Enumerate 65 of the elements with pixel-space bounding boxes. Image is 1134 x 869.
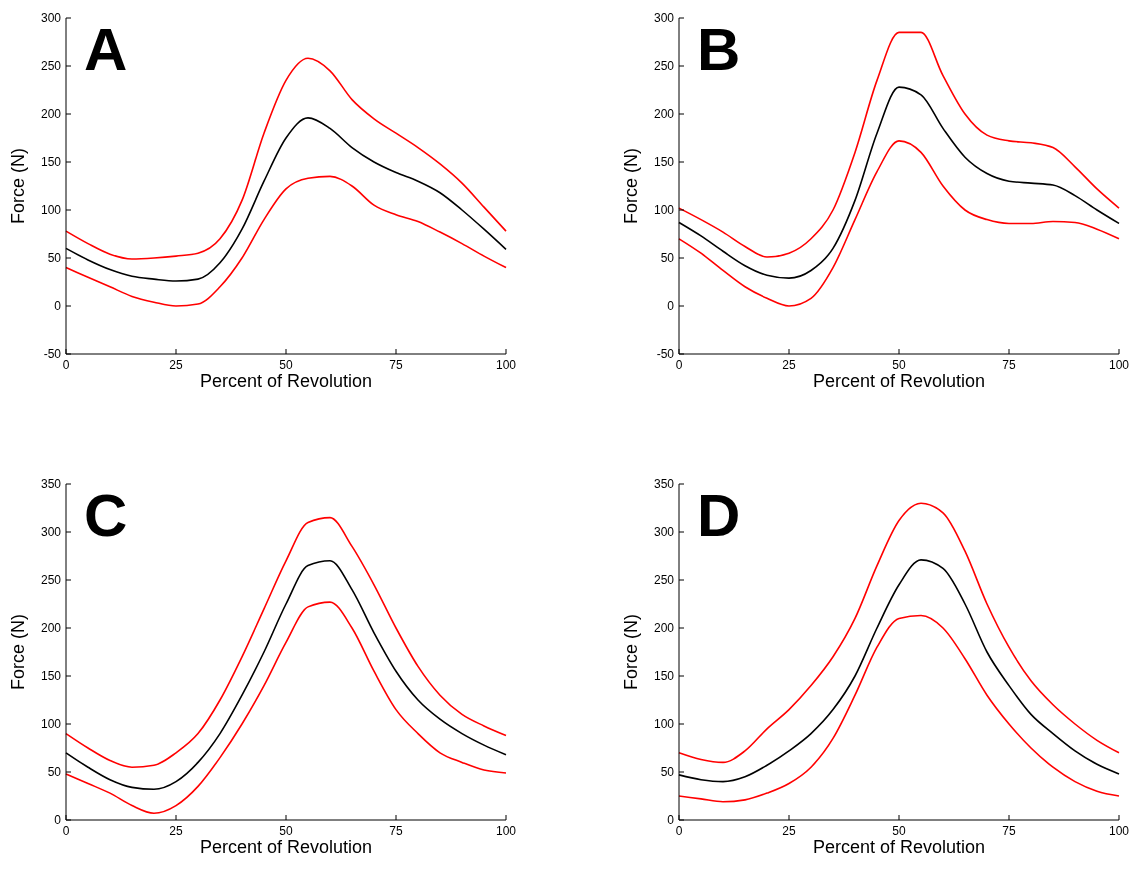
y-tick-label: 250: [653, 573, 675, 588]
y-tick-label: 200: [653, 621, 675, 636]
y-tick-label: 150: [40, 155, 62, 170]
x-tick-label: 75: [389, 358, 403, 372]
line-series: [65, 175, 507, 307]
y-tick-label: 250: [40, 573, 62, 588]
y-tick-label: 50: [660, 765, 675, 780]
chart-title: B: [697, 16, 741, 83]
line-series: [678, 614, 1120, 803]
y-tick-label: 0: [667, 299, 675, 314]
x-axis-title: Percent of Revolution: [199, 837, 373, 857]
y-tick-label: 100: [653, 203, 675, 218]
y-tick-label: 50: [47, 765, 62, 780]
x-tick-label: 100: [1108, 358, 1130, 372]
x-axis-title: Percent of Revolution: [812, 837, 986, 857]
y-axis-title: Force (N): [8, 148, 28, 224]
y-tick-label: 200: [40, 107, 62, 122]
y-tick-label: 100: [40, 717, 62, 732]
y-axis-title: Force (N): [621, 614, 641, 690]
x-tick-label: 100: [495, 824, 517, 838]
line-series: [678, 140, 1120, 307]
x-tick-label: 75: [1002, 358, 1016, 372]
y-tick-label: 0: [54, 299, 62, 314]
chart-title: C: [84, 482, 128, 549]
y-tick-label: 200: [40, 621, 62, 636]
x-axis-title: Percent of Revolution: [199, 371, 373, 391]
y-tick-label: 250: [40, 59, 62, 74]
x-axis-title: Percent of Revolution: [812, 371, 986, 391]
x-tick-label: 50: [279, 358, 293, 372]
x-tick-label: 25: [782, 358, 796, 372]
y-tick-label: 300: [40, 11, 62, 26]
x-tick-label: 25: [782, 824, 796, 838]
y-tick-label: 100: [40, 203, 62, 218]
y-tick-label: -50: [656, 347, 675, 362]
y-tick-label: 250: [653, 59, 675, 74]
y-axis-title: Force (N): [621, 148, 641, 224]
y-tick-label: 0: [667, 813, 675, 828]
y-tick-label: 300: [653, 525, 675, 540]
y-tick-label: 350: [40, 477, 62, 492]
y-tick-label: 200: [653, 107, 675, 122]
y-tick-label: 100: [653, 717, 675, 732]
y-tick-label: -50: [43, 347, 62, 362]
x-tick-label: 25: [169, 358, 183, 372]
y-tick-label: 50: [660, 251, 675, 266]
x-tick-label: 100: [495, 358, 517, 372]
x-tick-label: 25: [169, 824, 183, 838]
y-tick-label: 300: [40, 525, 62, 540]
x-tick-label: 50: [279, 824, 293, 838]
y-axis-title: Force (N): [8, 614, 28, 690]
x-tick-label: 75: [389, 824, 403, 838]
x-tick-label: 100: [1108, 824, 1130, 838]
y-tick-label: 350: [653, 477, 675, 492]
y-tick-label: 150: [653, 669, 675, 684]
x-tick-label: 50: [892, 824, 906, 838]
x-tick-label: 75: [1002, 824, 1016, 838]
y-tick-label: 0: [54, 813, 62, 828]
line-series: [65, 601, 507, 815]
y-tick-label: 150: [40, 669, 62, 684]
chart-title: D: [697, 482, 741, 549]
y-tick-label: 50: [47, 251, 62, 266]
chart-title: A: [84, 16, 128, 83]
x-tick-label: 50: [892, 358, 906, 372]
line-series: [678, 31, 1120, 258]
y-tick-label: 150: [653, 155, 675, 170]
y-tick-label: 300: [653, 11, 675, 26]
